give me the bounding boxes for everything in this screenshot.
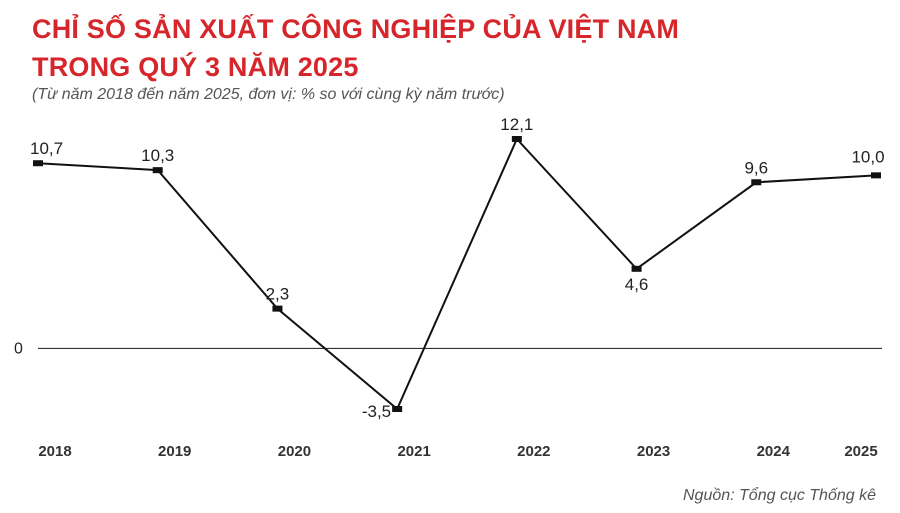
data-label: 10,3 [141,146,174,165]
title-line-1: CHỈ SỐ SẢN XUẤT CÔNG NGHIỆP CỦA VIỆT NAM [32,14,680,44]
data-label: 10,0 [851,147,884,166]
x-tick-label: 2018 [38,443,71,460]
data-label: 2,3 [266,285,290,304]
series-line [37,137,877,411]
chart-title: CHỈ SỐ SẢN XUẤT CÔNG NGHIỆP CỦA VIỆT NAM… [32,10,679,86]
data-point-marker [631,265,642,272]
data-point-marker [272,305,283,312]
x-tick-label: 2025 [844,443,877,460]
y-tick-label: 0 [14,340,23,357]
data-point-marker [751,179,762,186]
chart-subtitle: (Từ năm 2018 đến năm 2025, đơn vị: % so … [32,86,505,103]
data-point-marker [871,172,881,179]
data-label: 10,7 [30,139,63,158]
data-point-marker [511,136,522,142]
data-label: 12,1 [500,115,533,134]
source-note: Nguồn: Tổng cục Thống kê [682,487,876,504]
title-line-2: TRONG QUÝ 3 NĂM 2025 [32,52,359,82]
x-tick-label: 2021 [397,443,430,460]
data-point-marker [33,160,43,167]
x-tick-label: 2024 [757,443,791,460]
x-tick-label: 2019 [158,443,191,460]
x-tick-label: 2022 [517,443,550,460]
data-label: 4,6 [625,275,649,294]
x-tick-label: 2020 [278,443,311,460]
data-point-marker [152,167,163,174]
x-tick-label: 2023 [637,443,670,460]
data-label: -3,5 [362,402,391,421]
data-label: 9,6 [744,158,768,177]
data-point-marker [392,406,403,412]
